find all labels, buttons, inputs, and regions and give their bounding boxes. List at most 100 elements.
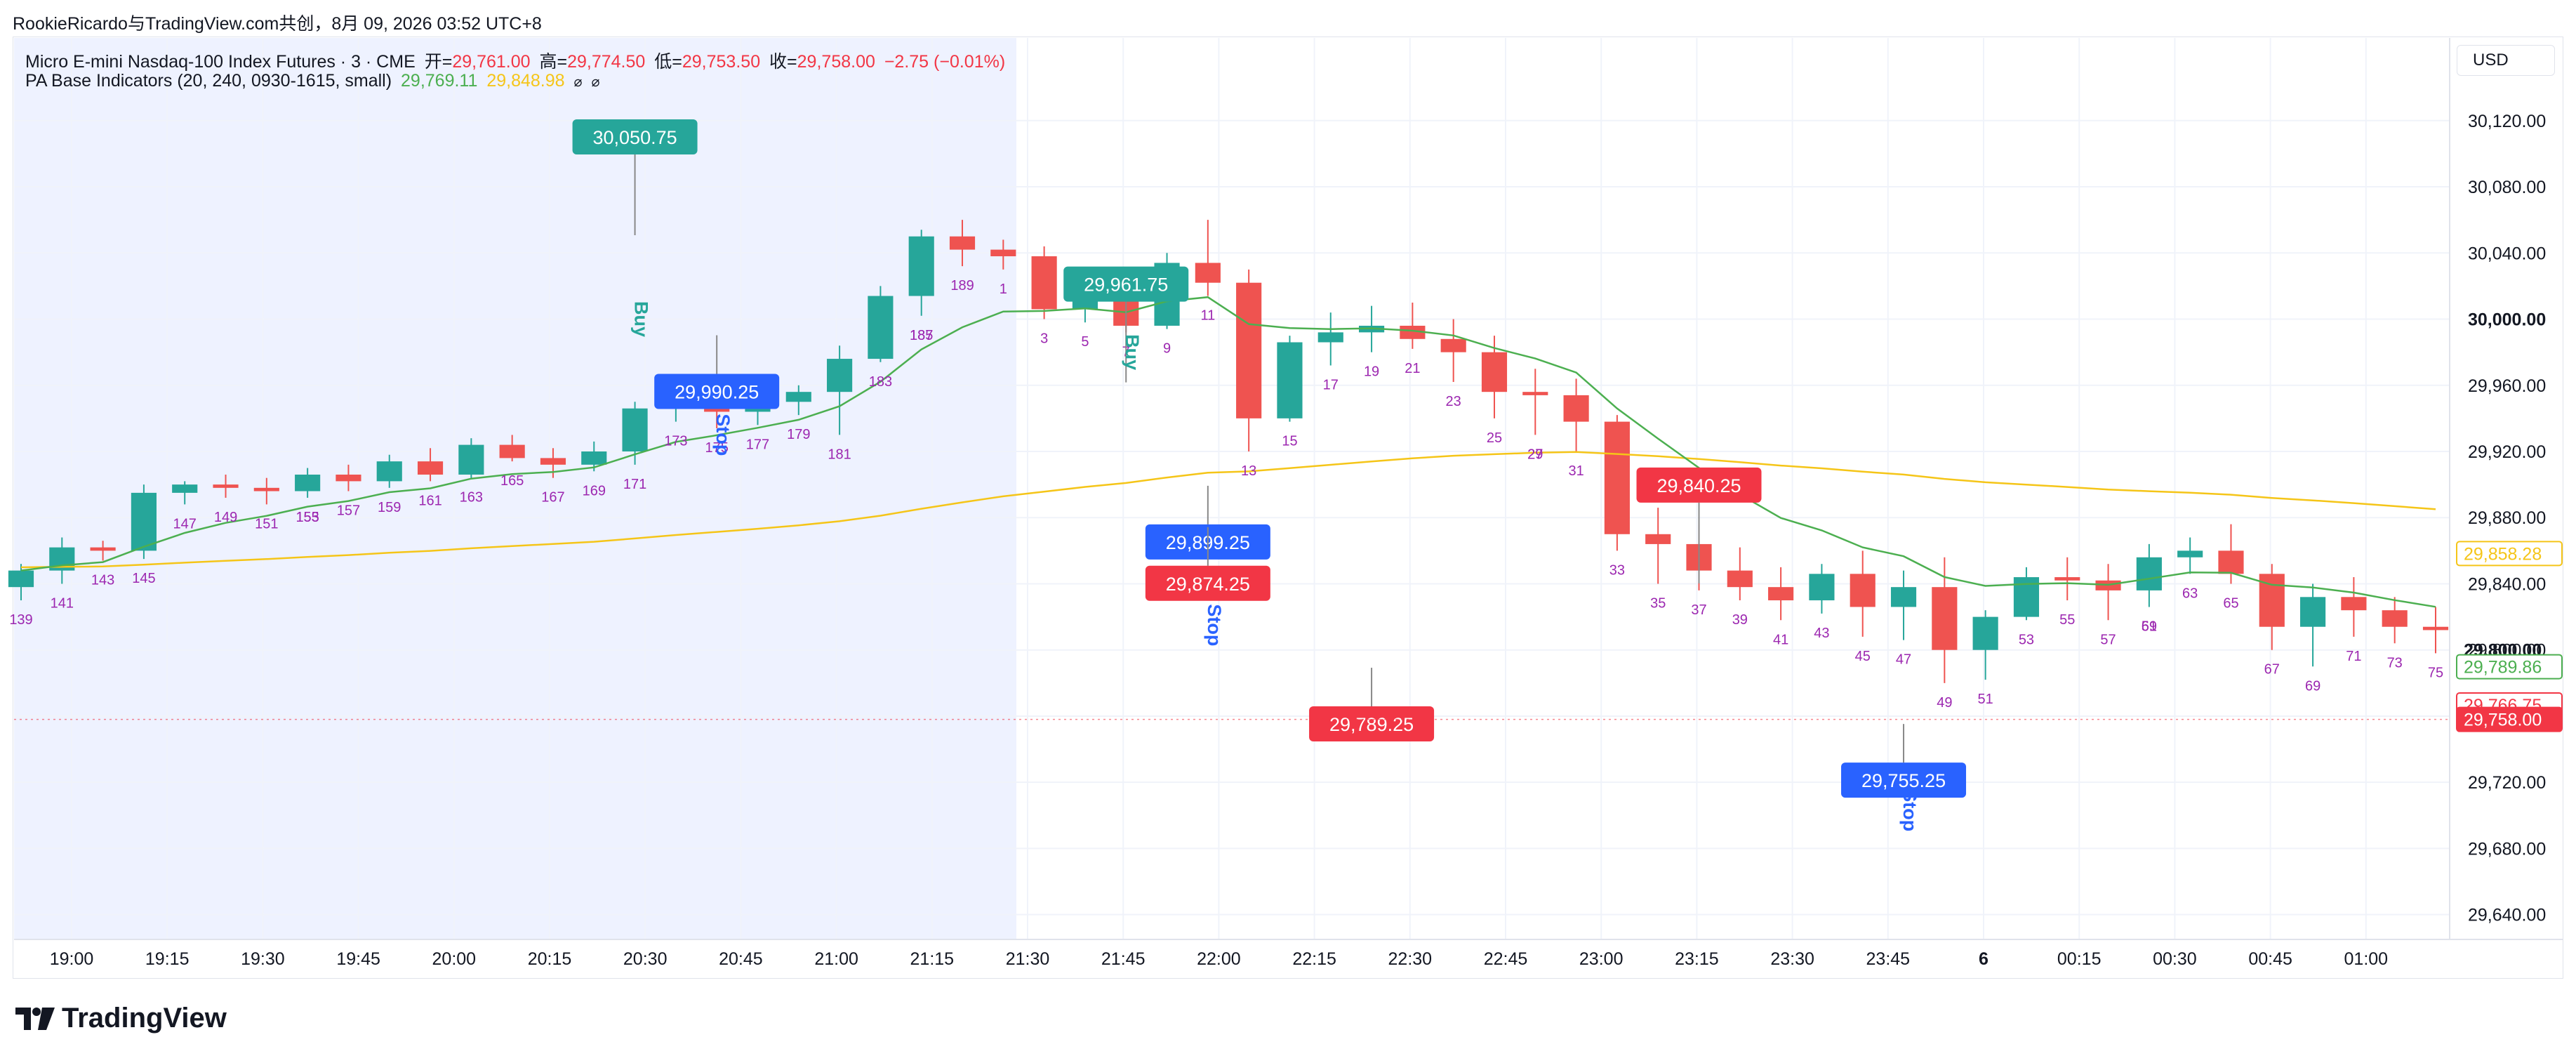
visibility-off-icon[interactable]: ⌀ (573, 74, 583, 90)
bar-number-label: 19 (1364, 364, 1379, 380)
price-annotation-label: 29,874.25 (1166, 574, 1250, 595)
price-annotation-label: 30,050.75 (593, 127, 677, 148)
candle-body (131, 492, 157, 551)
x-tick-label: 20:15 (528, 949, 572, 969)
price-tag-box (2456, 541, 2563, 567)
bar-number-label: 53 (2019, 632, 2034, 647)
close-value: 29,758.00 (797, 52, 875, 72)
bar-number-label: 47 (1896, 652, 1911, 668)
signal-vertical-label: Stop (1899, 789, 1920, 831)
x-tick-label: 21:00 (814, 949, 858, 969)
bar-number-label: 145 (132, 571, 155, 586)
bar-number-label: 51 (1978, 692, 1993, 707)
x-tick-label: 22:15 (1292, 949, 1336, 969)
bar-number-label: 9 (1163, 341, 1171, 357)
candle-body (213, 484, 239, 488)
candle-body (1317, 332, 1343, 343)
signal-vertical-label: Buy (1122, 334, 1143, 370)
bar-number-label: 45 (1855, 649, 1871, 664)
candle-body (499, 444, 525, 458)
price-annotation-box (654, 374, 780, 409)
candle-body (1522, 392, 1548, 395)
candle-body (622, 408, 648, 451)
indicator-name: PA Base Indicators (20, 240, 0930-1615, … (25, 71, 392, 91)
y-tick-label: 29,840.00 (2468, 574, 2546, 594)
change-value: −2.75 (−0.01%) (884, 52, 1006, 72)
bar-number-label: 143 (91, 572, 114, 588)
bar-number-label: 177 (746, 437, 769, 452)
candle-body (1809, 574, 1835, 601)
candle-body (785, 392, 811, 402)
x-tick-label: 23:30 (1770, 949, 1814, 969)
candle-body (376, 461, 402, 482)
candle-body (1932, 587, 1958, 650)
bar-number-label: 67 (2264, 662, 2280, 678)
price-tag-label: 29,758.00 (2464, 711, 2542, 730)
chart-canvas[interactable]: 30,120.00 30,080.00 30,040.00 30,000.00 29,9… (0, 0, 2576, 997)
price-annotation-box (1636, 467, 1762, 503)
candle-body (1727, 570, 1753, 588)
tradingview-logo[interactable]: TradingView (15, 1003, 227, 1034)
bar-number-label: 33 (1609, 562, 1625, 578)
price-tag-box (2456, 706, 2563, 732)
x-tick-label: 19:00 (50, 949, 94, 969)
bar-number-label: 179 (787, 427, 810, 442)
x-tick-label: 20:00 (432, 949, 477, 969)
low-label: 低= (654, 52, 682, 72)
candle-body (827, 359, 853, 392)
x-tick-label: 21:30 (1006, 949, 1050, 969)
signal-vertical-label: Stop (1204, 604, 1225, 646)
candle-body (2382, 610, 2408, 627)
candle-body (1563, 395, 1589, 422)
close-label: 收= (769, 52, 797, 72)
bar-number-label: 31 (1568, 463, 1584, 479)
price-annotation-label: 29,990.25 (675, 381, 759, 402)
bar-number-label: 157 (337, 503, 360, 519)
bar-number-label: 17 (1323, 377, 1339, 392)
price-annotation-label: 29,840.25 (1657, 475, 1741, 496)
bar-number-label: 37 (1691, 602, 1706, 618)
currency-selector[interactable]: USD (2457, 45, 2555, 76)
high-value: 29,774.50 (567, 52, 646, 72)
visibility-off-icon-2[interactable]: ⌀ (591, 74, 600, 90)
indicator-legend[interactable]: PA Base Indicators (20, 240, 0930-1615, … (25, 71, 604, 91)
bar-number-label: 41 (1773, 632, 1788, 647)
candle-body (2177, 550, 2203, 557)
candle-body (1031, 256, 1057, 310)
bar-number-label: 39 (1732, 612, 1748, 628)
bar-number-label: 1 (1000, 282, 1007, 297)
price-tag-box (2456, 654, 2563, 680)
bar-number-label: 181 (828, 447, 851, 462)
price-annotation-box (1841, 762, 1967, 798)
symbol-legend[interactable]: Micro E-mini Nasdaq-100 Index Futures · … (25, 48, 1009, 73)
y-tick-label: 29,960.00 (2468, 376, 2546, 396)
x-tick-label: 22:30 (1388, 949, 1433, 969)
bar-number-label: 175 (705, 440, 728, 456)
x-tick-label: 22:45 (1484, 949, 1528, 969)
chart-frame[interactable] (13, 37, 2563, 979)
price-annotation-box (1309, 706, 1435, 742)
bar-number-label: 55 (2059, 612, 2075, 628)
bar-number-label: 153 (296, 510, 319, 525)
x-tick-label: 19:45 (336, 949, 380, 969)
y-tick-label: 29,640.00 (2468, 906, 2546, 925)
candle-body (581, 451, 607, 465)
x-tick-label: 23:00 (1579, 949, 1624, 969)
y-tick-label: 30,040.00 (2468, 244, 2546, 263)
candle-body (949, 236, 976, 250)
bar-number-label: 65 (2223, 595, 2238, 611)
price-annotation-box (1063, 266, 1189, 302)
price-annotation-label: 29,961.75 (1084, 275, 1168, 296)
x-tick-label: 23:45 (1866, 949, 1911, 969)
bar-number-label: 11 (1200, 308, 1215, 324)
candle-body (868, 296, 894, 359)
bar-number-label: 3 (1040, 331, 1048, 347)
bar-number-label: 23 (1446, 394, 1461, 409)
candle-body (417, 461, 444, 475)
candle-body (1890, 587, 1917, 607)
y-tick-label: 29,720.00 (2468, 773, 2546, 793)
tradingview-logo-icon (15, 1007, 55, 1030)
candle-body (1400, 325, 1426, 339)
x-tick-label: 23:15 (1675, 949, 1719, 969)
y-tick-label: 30,120.00 (2468, 112, 2546, 131)
